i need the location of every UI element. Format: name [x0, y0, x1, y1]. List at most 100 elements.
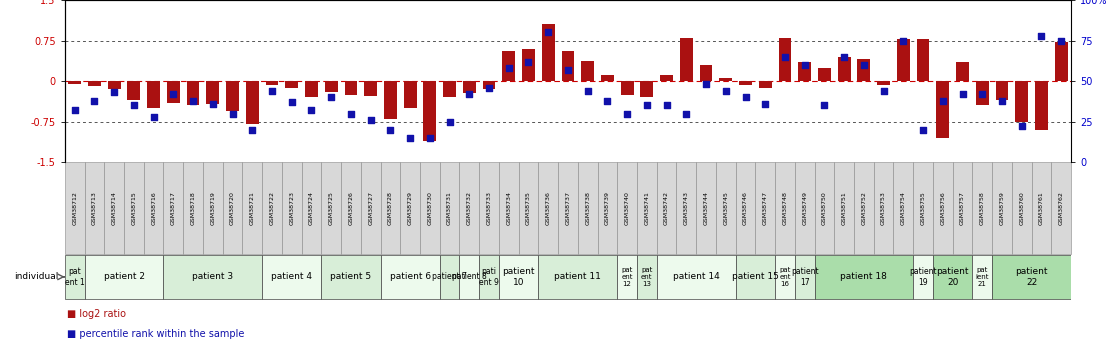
Point — [1013, 124, 1031, 129]
Text: GSM38759: GSM38759 — [999, 191, 1004, 225]
Bar — [305, 81, 318, 97]
FancyBboxPatch shape — [459, 162, 480, 254]
FancyBboxPatch shape — [617, 162, 637, 254]
Point — [737, 95, 755, 100]
Text: GSM38734: GSM38734 — [506, 191, 511, 225]
Text: GSM38723: GSM38723 — [290, 191, 294, 225]
Text: ■ log2 ratio: ■ log2 ratio — [67, 309, 126, 318]
Bar — [878, 81, 890, 86]
Text: GSM38725: GSM38725 — [329, 191, 333, 225]
Bar — [818, 68, 831, 81]
Text: patient 4: patient 4 — [272, 272, 312, 282]
FancyBboxPatch shape — [756, 162, 775, 254]
Bar — [798, 62, 811, 81]
Text: GSM38716: GSM38716 — [151, 191, 157, 225]
Point — [855, 62, 873, 68]
Bar — [344, 81, 358, 95]
Point — [85, 98, 103, 103]
Point — [362, 117, 380, 123]
Text: GSM38746: GSM38746 — [743, 191, 748, 225]
Text: GSM38730: GSM38730 — [427, 191, 433, 225]
FancyBboxPatch shape — [992, 255, 1071, 299]
Point — [381, 127, 399, 132]
Bar — [581, 60, 594, 81]
Bar — [207, 81, 219, 104]
FancyBboxPatch shape — [597, 162, 617, 254]
Text: GSM38748: GSM38748 — [783, 191, 787, 225]
Text: GSM38724: GSM38724 — [309, 191, 314, 225]
Bar — [641, 81, 653, 97]
Point — [461, 91, 479, 97]
FancyBboxPatch shape — [262, 255, 321, 299]
Point — [559, 67, 577, 72]
FancyBboxPatch shape — [124, 162, 144, 254]
Text: patient 18: patient 18 — [841, 272, 888, 282]
FancyBboxPatch shape — [163, 162, 183, 254]
Text: pat
ent
16: pat ent 16 — [779, 267, 790, 287]
Text: GSM38727: GSM38727 — [368, 191, 373, 225]
Text: GSM38713: GSM38713 — [92, 191, 97, 225]
Bar — [88, 81, 101, 87]
Bar — [424, 81, 436, 140]
Point — [1052, 38, 1070, 43]
Point — [401, 135, 419, 140]
FancyBboxPatch shape — [85, 162, 104, 254]
Text: GSM38720: GSM38720 — [230, 191, 235, 225]
Bar — [502, 51, 515, 81]
Point — [579, 88, 597, 93]
Point — [500, 65, 518, 71]
FancyBboxPatch shape — [913, 162, 932, 254]
Point — [915, 127, 932, 132]
FancyBboxPatch shape — [815, 162, 834, 254]
Bar — [167, 81, 180, 103]
FancyBboxPatch shape — [539, 162, 558, 254]
Bar — [463, 81, 475, 93]
Bar — [107, 81, 121, 89]
Text: GSM38726: GSM38726 — [349, 191, 353, 225]
FancyBboxPatch shape — [578, 162, 597, 254]
Point — [184, 98, 202, 103]
Text: patient 8: patient 8 — [452, 272, 486, 282]
Bar — [266, 81, 278, 86]
FancyBboxPatch shape — [439, 255, 459, 299]
Text: individual: individual — [15, 272, 59, 282]
Bar — [1035, 81, 1048, 130]
FancyBboxPatch shape — [656, 255, 736, 299]
Bar — [917, 39, 929, 81]
Point — [322, 95, 340, 100]
FancyBboxPatch shape — [539, 255, 617, 299]
FancyBboxPatch shape — [815, 255, 913, 299]
FancyBboxPatch shape — [932, 255, 973, 299]
FancyBboxPatch shape — [361, 162, 380, 254]
FancyBboxPatch shape — [104, 162, 124, 254]
Text: GSM38728: GSM38728 — [388, 191, 392, 225]
FancyBboxPatch shape — [795, 162, 815, 254]
FancyBboxPatch shape — [637, 162, 656, 254]
FancyBboxPatch shape — [913, 255, 932, 299]
Bar — [285, 81, 299, 88]
Point — [244, 127, 262, 132]
Bar — [759, 81, 771, 88]
FancyBboxPatch shape — [795, 255, 815, 299]
Text: patient 7: patient 7 — [433, 272, 467, 282]
Text: GSM38750: GSM38750 — [822, 191, 827, 225]
Text: GSM38757: GSM38757 — [960, 191, 965, 225]
Text: GSM38751: GSM38751 — [842, 191, 846, 225]
FancyBboxPatch shape — [775, 255, 795, 299]
FancyBboxPatch shape — [519, 162, 539, 254]
Bar — [660, 75, 673, 81]
Text: pati
ent 9: pati ent 9 — [480, 267, 499, 287]
FancyBboxPatch shape — [282, 162, 302, 254]
Text: pat
ent 1: pat ent 1 — [65, 267, 85, 287]
Text: GSM38752: GSM38752 — [861, 191, 866, 225]
FancyBboxPatch shape — [932, 162, 953, 254]
Text: GSM38762: GSM38762 — [1059, 191, 1063, 225]
Point — [520, 59, 538, 65]
Text: GSM38753: GSM38753 — [881, 191, 887, 225]
FancyBboxPatch shape — [973, 255, 992, 299]
FancyBboxPatch shape — [697, 162, 716, 254]
Bar — [324, 81, 338, 92]
Bar — [837, 57, 851, 81]
Text: patient
19: patient 19 — [909, 267, 937, 287]
Bar — [700, 65, 712, 81]
